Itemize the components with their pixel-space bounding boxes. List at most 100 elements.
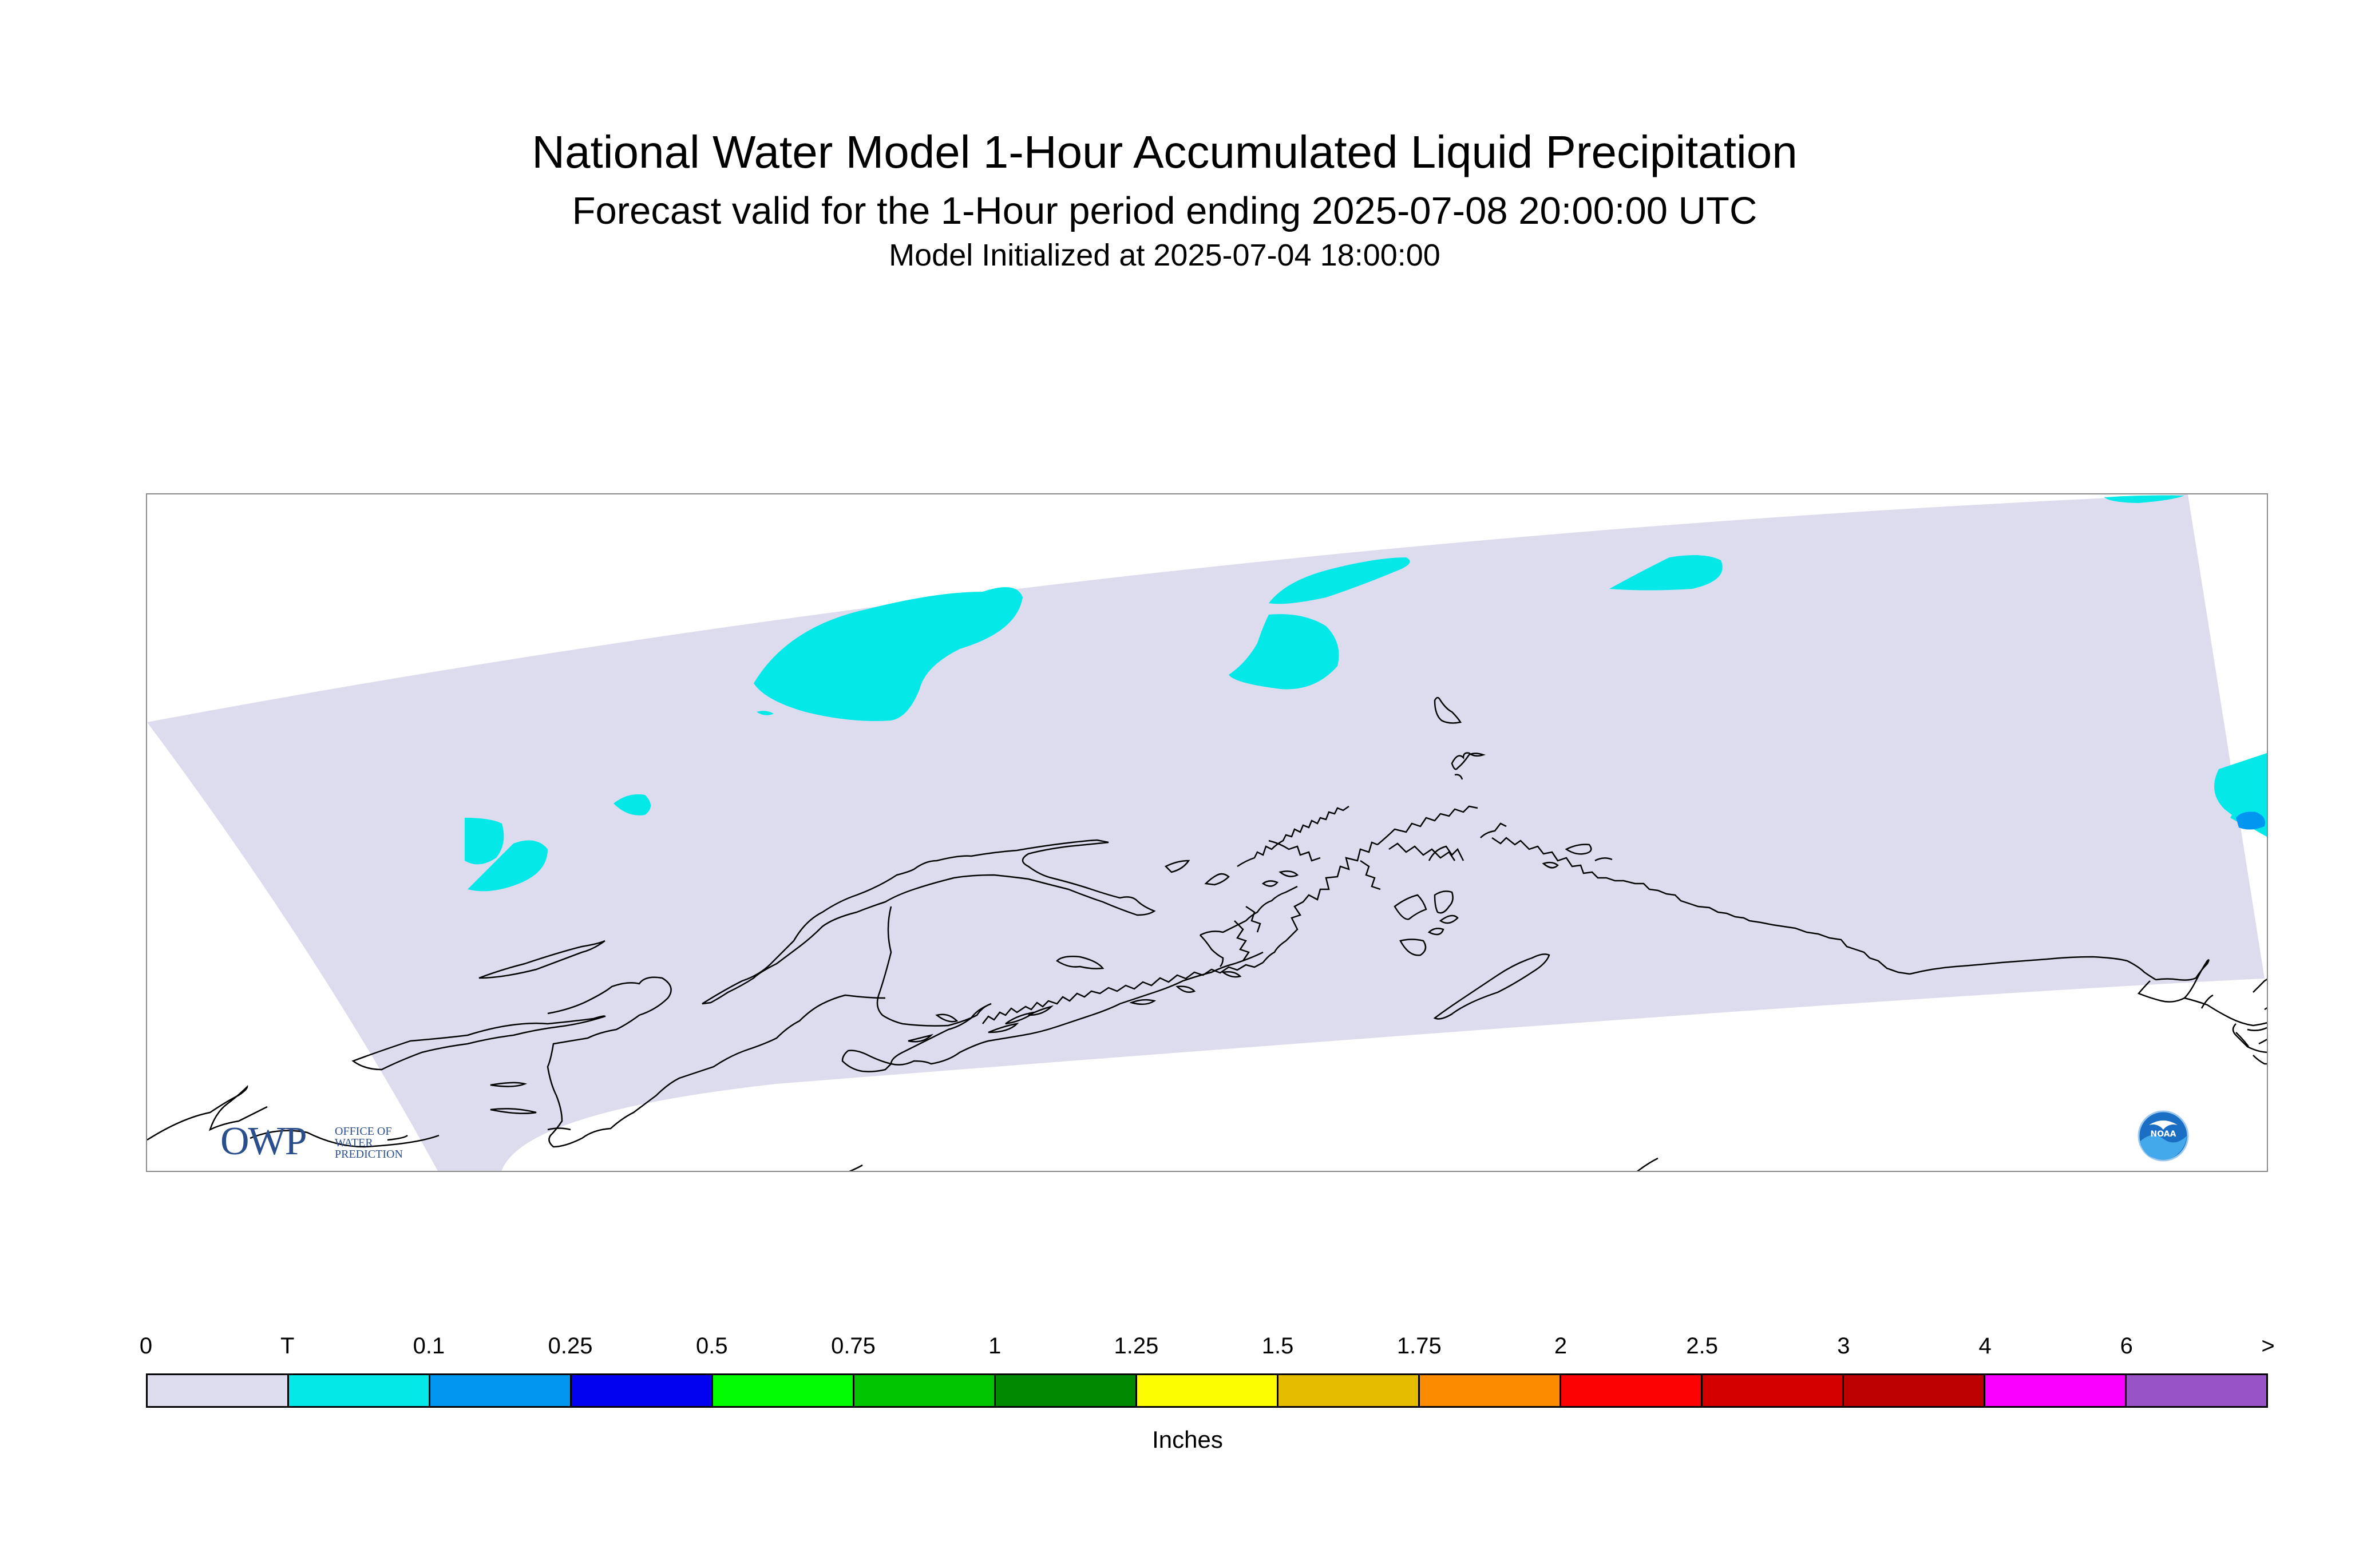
precip-area: [613, 794, 651, 815]
coastline: [1164, 860, 1190, 873]
legend-tick-label: 0.1: [413, 1333, 445, 1359]
coastline: [1268, 840, 1321, 862]
precip-light-areas: [465, 495, 2267, 892]
coastline: [1388, 842, 1456, 861]
coastline: [490, 1108, 537, 1114]
map-title: National Water Model 1-Hour Accumulated …: [532, 126, 1798, 177]
legend-tick-label: 1.25: [1114, 1333, 1159, 1359]
precip-moderate-area: [2236, 811, 2265, 830]
precip-area: [2104, 495, 2184, 503]
coastline: [1433, 953, 1550, 1020]
map-panel: [146, 493, 2268, 1172]
legend-swatch: [2127, 1375, 2266, 1406]
precip-area: [465, 818, 504, 865]
coastlines: [147, 696, 2267, 1171]
coastline: [1480, 822, 1507, 838]
legend-swatch: [430, 1375, 572, 1406]
coastline: [2253, 1055, 2267, 1065]
coastline: [2247, 1027, 2267, 1031]
coastline: [1204, 873, 1230, 886]
coastline: [1428, 845, 1464, 861]
model-domain: [147, 494, 2265, 1171]
noaa-logo: NOAA: [2138, 1110, 2189, 1162]
coastline: [1439, 914, 1459, 924]
legend-swatch: [1278, 1375, 1420, 1406]
coastline: [982, 961, 1264, 1024]
coastline: [1637, 1157, 1658, 1171]
coastline: [1278, 870, 1299, 877]
legend-swatch: [1420, 1375, 1561, 1406]
legend-tick-label: 4: [1978, 1333, 1992, 1359]
coastline: [1200, 885, 1298, 936]
coastline: [1451, 752, 1486, 770]
coastline: [490, 1082, 528, 1087]
coastline: [1394, 894, 1427, 920]
coastline: [1377, 805, 1478, 845]
legend-tick-label: T: [280, 1333, 295, 1359]
coastline: [1909, 956, 2156, 981]
precipitation-legend: [146, 1373, 2268, 1408]
coastline: [1542, 861, 1559, 869]
coastline: [2253, 979, 2267, 993]
precip-area: [468, 840, 548, 892]
coastline: [2258, 1038, 2267, 1045]
coastline: [841, 1050, 893, 1072]
coastline: [2155, 959, 2267, 1027]
coastline: [702, 839, 1156, 1005]
coastline: [387, 1135, 408, 1141]
owp-logo-line3: PREDICTION: [335, 1148, 403, 1161]
coastline: [876, 906, 992, 1027]
coastline: [1262, 841, 1378, 963]
coastline: [1594, 857, 1613, 862]
coastline: [1399, 939, 1427, 956]
legend-tick-label: 6: [2120, 1333, 2133, 1359]
coastline: [250, 1130, 440, 1148]
owp-logo-letters: OWP: [220, 1119, 307, 1163]
legend-swatch: [713, 1375, 854, 1406]
legend-swatch: [1703, 1375, 1844, 1406]
legend-tick-label: 1: [988, 1333, 1002, 1359]
coastline: [547, 976, 886, 1148]
coastline: [935, 1013, 959, 1023]
legend-tick-label: 2.5: [1686, 1333, 1718, 1359]
legend-swatch: [289, 1375, 430, 1406]
coastline: [351, 1015, 606, 1071]
coastline: [2232, 1023, 2267, 1054]
coastline: [2235, 1032, 2250, 1047]
precip-area: [757, 711, 774, 715]
legend-units-label: Inches: [1152, 1426, 1223, 1453]
owp-logo-line2: WATER: [335, 1137, 373, 1149]
legend-swatch: [1137, 1375, 1278, 1406]
coastline: [890, 951, 1264, 1066]
coastline: [1175, 985, 1196, 993]
legend-color-bar: [146, 1373, 2268, 1408]
precipitation-map: [147, 494, 2267, 1171]
coastline: [1434, 696, 1462, 724]
coastline: [1565, 844, 1592, 855]
coastline: [1434, 890, 1454, 914]
coastline: [1245, 905, 1261, 933]
precip-area: [1269, 557, 1410, 604]
legend-tick-label: >: [2261, 1333, 2275, 1359]
legend-tick-label: 0.5: [695, 1333, 728, 1359]
coastline: [1028, 1005, 1054, 1016]
model-init-subtitle: Model Initialized at 2025-07-04 18:00:00: [889, 238, 1440, 272]
coastline: [2200, 994, 2214, 1009]
coastline: [1221, 971, 1242, 978]
coastline: [478, 940, 605, 979]
coastline: [2137, 980, 2185, 1003]
legend-swatch: [572, 1375, 713, 1406]
precip-area: [1609, 555, 1723, 591]
coastline: [988, 1023, 1019, 1034]
coastline: [1056, 956, 1105, 969]
coastline: [1427, 928, 1444, 936]
legend-tick-label: 2: [1554, 1333, 1568, 1359]
legend-tick-label: 0.25: [548, 1333, 593, 1359]
owp-logo-line1: OFFICE OF: [335, 1125, 392, 1138]
coastline: [147, 1084, 268, 1141]
legend-tick-label: 1.5: [1261, 1333, 1294, 1359]
coastline: [547, 1127, 571, 1131]
legend-tick-label: 3: [1837, 1333, 1850, 1359]
coastline: [908, 1034, 934, 1043]
legend-tick-label: 0.75: [831, 1333, 876, 1359]
